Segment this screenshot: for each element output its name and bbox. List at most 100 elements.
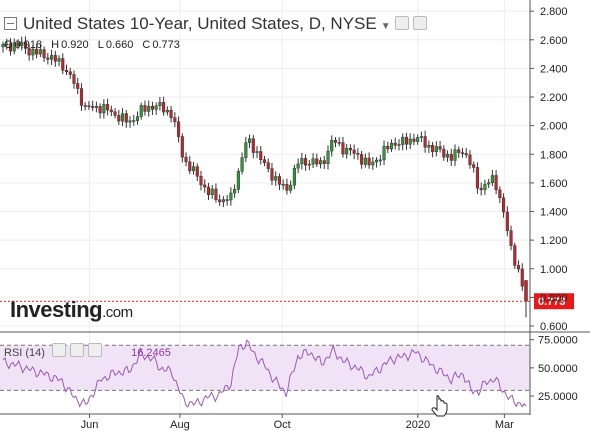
candle-up: [446, 154, 450, 158]
candle-down: [322, 160, 326, 164]
high-value: 0.920: [61, 39, 89, 51]
candle-up: [154, 105, 158, 110]
high-label: H: [51, 39, 60, 51]
y-tick-label: 0.800: [540, 292, 568, 304]
candle-down: [68, 71, 72, 75]
candle-down: [472, 164, 476, 168]
candle-down: [53, 55, 57, 62]
candle-down: [337, 142, 341, 144]
candle-down: [199, 175, 203, 186]
candle-down: [266, 162, 270, 169]
x-tick-label: Jun: [81, 419, 99, 431]
candle-up: [300, 158, 304, 165]
rsi-tick-label: 75.0000: [538, 335, 578, 347]
candle-down: [423, 136, 427, 148]
y-tick-label: 1.800: [540, 149, 568, 161]
candle-down: [412, 138, 416, 142]
collapse-icon[interactable]: [4, 17, 17, 30]
rsi-header: RSI (14) 16.2465: [4, 343, 171, 359]
candle-down: [117, 115, 121, 122]
candle-down: [442, 148, 446, 158]
y-tick-label: 1.400: [540, 207, 568, 219]
candle-down: [348, 147, 352, 151]
candle-down: [214, 188, 218, 201]
candle-up: [240, 157, 244, 172]
candle-up: [248, 138, 252, 143]
candle-down: [206, 186, 211, 196]
candle-up: [50, 55, 54, 60]
candle-down: [475, 167, 479, 189]
candle-down: [180, 136, 184, 158]
candle-up: [330, 139, 334, 152]
candle-down: [259, 151, 263, 160]
candle-up: [487, 182, 491, 185]
open-label: O: [4, 39, 13, 51]
candle-down: [449, 154, 453, 161]
candle-up: [12, 42, 16, 52]
candle-down: [106, 104, 110, 111]
candle-up: [311, 158, 315, 165]
candle-down: [494, 175, 498, 191]
candle-up: [210, 188, 214, 196]
y-tick-label: 2.200: [540, 92, 568, 104]
chevron-down-icon[interactable]: ▼: [380, 21, 391, 32]
close-icon[interactable]: [412, 16, 427, 30]
candle-up: [296, 163, 300, 169]
candle-up: [408, 138, 412, 145]
candlestick-series: [1, 36, 528, 318]
candle-up: [318, 160, 323, 165]
candle-up: [255, 151, 259, 153]
candle-down: [91, 106, 95, 108]
candle-up: [221, 199, 225, 203]
candle-down: [195, 166, 199, 177]
candle-up: [382, 145, 386, 161]
candle-up: [38, 49, 42, 55]
candle-up: [102, 104, 106, 114]
rsi-tick-label: 25.0000: [538, 391, 578, 403]
candle-up: [378, 159, 382, 162]
candle-down: [79, 88, 84, 106]
candle-down: [505, 211, 509, 231]
rsi-close-icon[interactable]: [88, 343, 103, 357]
close-label: C: [142, 39, 151, 51]
candle-up: [57, 58, 61, 62]
candle-down: [431, 145, 435, 153]
y-tick-label: 2.600: [540, 35, 568, 47]
candle-down: [464, 153, 468, 156]
candle-up: [292, 167, 296, 186]
candle-down: [162, 102, 166, 113]
y-tick-label: 2.800: [540, 6, 568, 18]
candle-down: [16, 42, 20, 46]
candle-down: [87, 105, 91, 107]
candle-up: [132, 120, 136, 122]
candle-down: [35, 48, 39, 55]
candle-down: [393, 142, 397, 146]
rsi-gear-icon[interactable]: [70, 343, 85, 357]
logo-suffix: .com: [102, 304, 133, 321]
candle-up: [289, 184, 293, 191]
x-axis-ticks: Jun Aug Oct 2020 Mar: [81, 414, 514, 431]
candle-down: [352, 149, 356, 154]
candle-up: [233, 189, 237, 194]
candle-up: [389, 142, 394, 150]
y-axis-ticks: 2.800 2.600 2.400 2.200 2.000 1.800 1.600 1.400…: [530, 6, 578, 403]
candle-down: [438, 146, 442, 150]
candle-down: [64, 70, 69, 73]
y-tick-label: 2.000: [540, 121, 568, 133]
y-tick-label: 1.600: [540, 178, 568, 190]
candle-up: [345, 147, 349, 155]
candle-down: [513, 245, 517, 266]
last-price-badge: [534, 293, 574, 310]
candle-down: [113, 111, 117, 116]
candle-down: [356, 153, 360, 155]
candle-down: [23, 41, 27, 49]
y-tick-label: 0.600: [540, 321, 568, 333]
candle-up: [236, 171, 240, 190]
settings-icon[interactable]: [394, 16, 409, 30]
candle-down: [524, 280, 528, 302]
candle-up: [244, 142, 248, 158]
rsi-settings-icon[interactable]: [52, 343, 67, 357]
candle-up: [427, 145, 431, 148]
candle-down: [8, 43, 13, 52]
